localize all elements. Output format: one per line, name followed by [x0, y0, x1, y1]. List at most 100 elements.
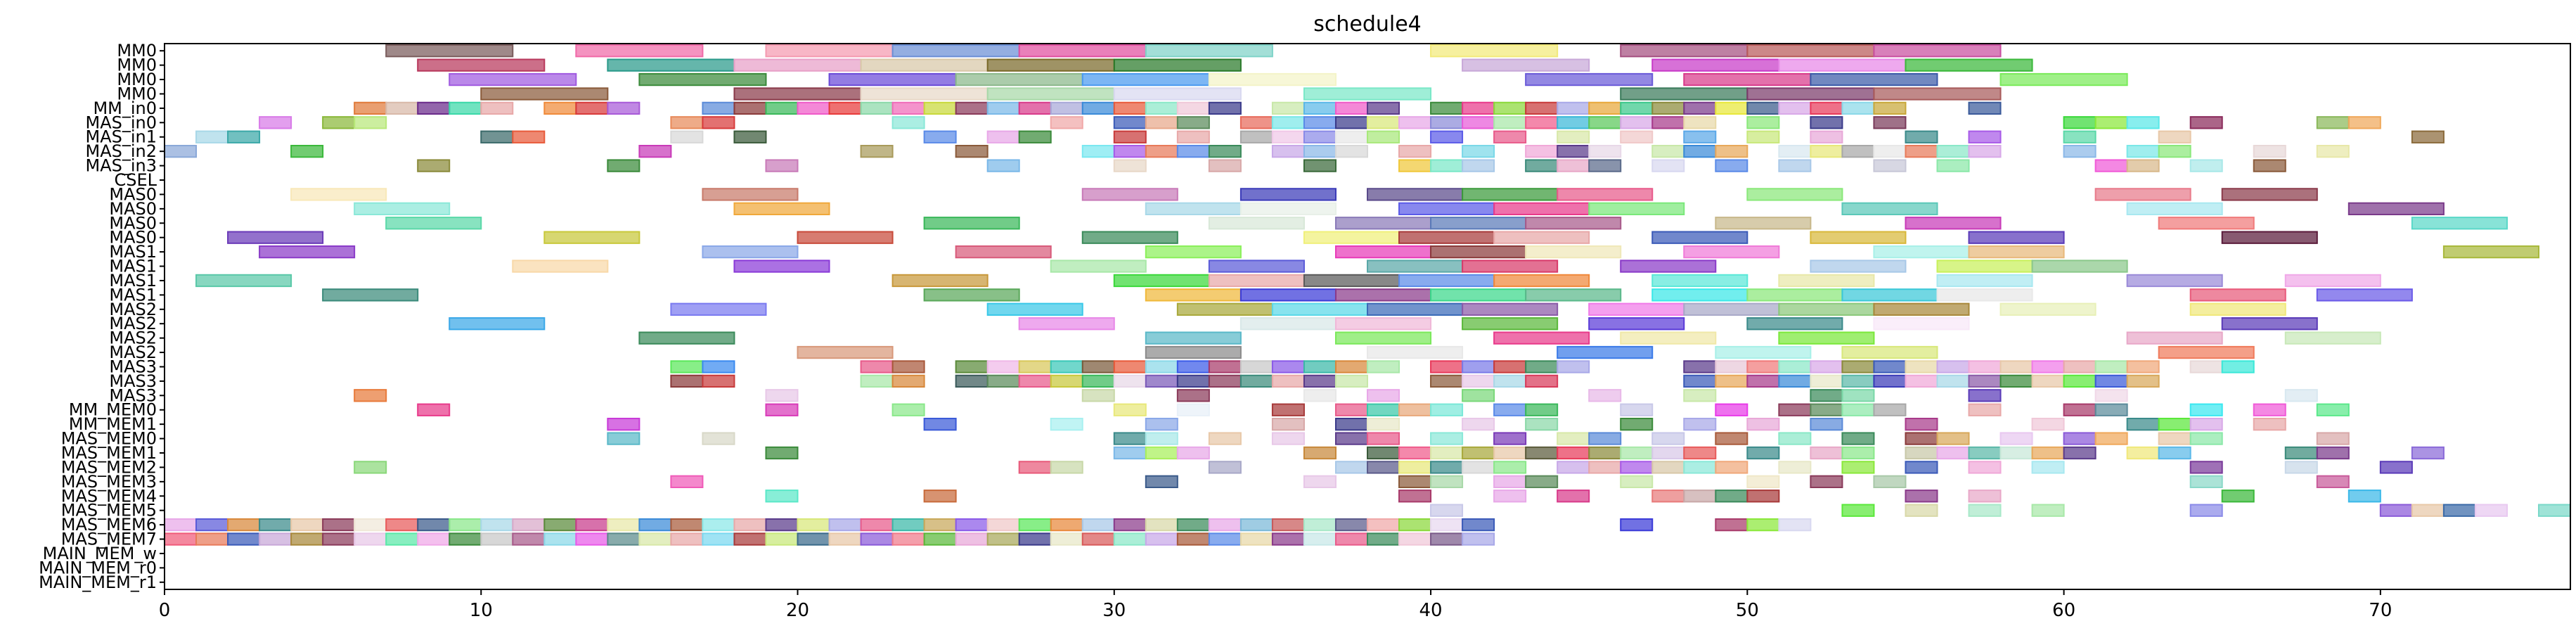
task-bar — [1651, 159, 1685, 172]
task-bar — [1715, 518, 1749, 532]
task-bar — [1398, 532, 1432, 546]
task-bar — [354, 101, 387, 115]
task-bar — [986, 130, 1020, 143]
task-bar — [2189, 159, 2223, 172]
task-bar — [1936, 360, 1970, 373]
task-bar — [1113, 116, 1147, 129]
task-bar — [1334, 288, 1432, 302]
task-bar — [2158, 144, 2191, 158]
task-bar — [2189, 461, 2223, 474]
task-bar — [1239, 360, 1273, 373]
task-bar — [1462, 260, 1559, 273]
task-bar — [2126, 331, 2223, 345]
task-bar — [1113, 58, 1242, 72]
task-bar — [1303, 274, 1400, 288]
task-bar — [733, 101, 767, 115]
task-bar — [1778, 331, 1875, 345]
task-bar — [638, 518, 672, 532]
task-bar — [1367, 403, 1400, 416]
task-bar — [1873, 374, 1907, 388]
task-bar — [1145, 101, 1178, 115]
task-bar — [828, 101, 862, 115]
task-bar — [1018, 518, 1052, 532]
task-bar — [1557, 130, 1590, 143]
task-bar — [1588, 461, 1622, 474]
task-bar — [1715, 360, 1749, 373]
task-bar — [512, 518, 546, 532]
task-bar — [1968, 245, 2065, 259]
task-bar — [1398, 518, 1432, 532]
task-bar — [1050, 374, 1083, 388]
task-bar — [1113, 87, 1242, 101]
task-bar — [164, 518, 198, 532]
task-bar — [733, 260, 830, 273]
task-bar — [2221, 231, 2318, 244]
task-bar — [923, 288, 1020, 302]
task-bar — [2126, 446, 2160, 460]
task-bar — [1430, 532, 1464, 546]
task-bar — [1810, 360, 1843, 373]
task-bar — [1905, 58, 2033, 72]
task-bar — [354, 116, 387, 129]
task-bar — [2411, 446, 2445, 460]
task-bar — [1271, 130, 1305, 143]
task-bar — [1208, 532, 1242, 546]
task-bar — [1145, 360, 1178, 373]
task-bar — [290, 188, 387, 201]
task-bar — [1081, 144, 1115, 158]
task-bar — [417, 518, 451, 532]
task-bar — [1113, 374, 1147, 388]
task-bar — [1715, 101, 1749, 115]
task-bar — [923, 490, 957, 503]
y-tick-label: MAS_in3 — [85, 156, 157, 176]
y-tick-label: MM0 — [117, 70, 157, 89]
task-bar — [1050, 417, 1083, 431]
task-bar — [1271, 518, 1305, 532]
task-bar — [1588, 389, 1622, 402]
task-bar — [1810, 403, 1843, 416]
task-bar — [2031, 461, 2065, 474]
task-bar — [1430, 101, 1464, 115]
task-bar — [1303, 116, 1337, 129]
task-bar — [1018, 317, 1115, 331]
task-bar — [1683, 302, 1780, 316]
task-bar — [702, 518, 735, 532]
task-bar — [733, 130, 767, 143]
task-bar — [702, 245, 799, 259]
task-bar — [1113, 360, 1147, 373]
task-bar — [322, 116, 356, 129]
task-bar — [512, 130, 546, 143]
task-bar — [1176, 389, 1210, 402]
task-bar — [1873, 87, 2002, 101]
task-bar — [986, 302, 1083, 316]
task-bar — [1810, 374, 1843, 388]
task-bar — [2126, 116, 2160, 129]
task-bar — [1525, 245, 1622, 259]
task-bar — [449, 101, 482, 115]
task-bar — [1525, 417, 1559, 431]
task-bar — [1778, 274, 1875, 288]
task-bar — [702, 188, 799, 201]
task-bar — [1746, 490, 1780, 503]
task-bar — [1525, 403, 1559, 416]
task-bar — [417, 159, 451, 172]
task-bar — [1810, 389, 1843, 402]
task-bar — [702, 532, 735, 546]
task-bar — [195, 130, 229, 143]
task-bar — [1525, 374, 1559, 388]
y-tick-label: MAS_in2 — [85, 141, 157, 161]
task-bar — [955, 144, 988, 158]
task-bar — [1208, 518, 1242, 532]
x-tick-label: 60 — [2052, 600, 2075, 621]
task-bar — [1841, 144, 1875, 158]
task-bar — [1334, 116, 1368, 129]
task-bar — [1303, 101, 1337, 115]
task-bar — [702, 432, 735, 445]
task-bar — [986, 374, 1020, 388]
task-bar — [1936, 432, 1970, 445]
task-bar — [765, 490, 799, 503]
task-bar — [1841, 504, 1875, 517]
task-bar — [1620, 518, 1654, 532]
task-bar — [1651, 288, 1749, 302]
